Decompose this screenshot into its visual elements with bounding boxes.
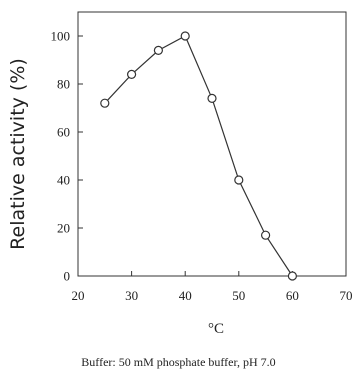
- y-tick-label: 20: [57, 221, 70, 236]
- y-tick-label: 100: [51, 29, 71, 44]
- x-tick-label: 70: [340, 288, 353, 303]
- series-line: [104, 35, 293, 277]
- y-tick-label: 40: [57, 173, 70, 188]
- data-point: [153, 45, 163, 56]
- y-tick-label: 0: [64, 269, 71, 284]
- x-axis: 20 30 40 50 60 70: [72, 271, 353, 303]
- y-axis-label: Relative activity (%): [7, 58, 29, 250]
- data-point: [207, 93, 217, 104]
- y-tick-label: 60: [57, 125, 70, 140]
- x-tick-label: 20: [72, 288, 85, 303]
- x-tick-label: 50: [232, 288, 245, 303]
- x-tick-label: 40: [179, 288, 192, 303]
- data-markers: [100, 31, 297, 281]
- x-tick-label: 60: [286, 288, 299, 303]
- data-point: [127, 69, 137, 80]
- x-axis-label: °C: [208, 321, 224, 337]
- plot-frame: [77, 11, 347, 277]
- data-point: [234, 175, 244, 185]
- y-axis: 0 20 40 60 80 100: [51, 29, 83, 284]
- x-tick-label: 30: [125, 288, 138, 303]
- data-point: [261, 230, 271, 240]
- data-point: [287, 271, 297, 281]
- data-point: [100, 98, 110, 108]
- y-tick-label: 80: [57, 77, 70, 92]
- chart-caption: Buffer: 50 mM phosphate buffer, pH 7.0: [81, 355, 276, 369]
- data-point: [180, 31, 190, 41]
